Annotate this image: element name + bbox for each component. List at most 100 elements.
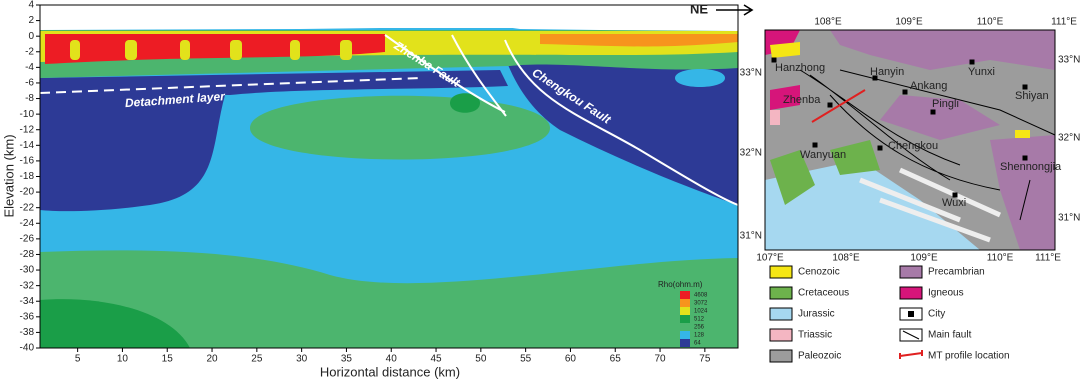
legend-swatch [769,349,793,363]
resistivity-region [340,40,352,60]
y-tick-label: -40 [20,343,35,354]
city-marker [877,145,883,151]
legend-swatch [769,307,793,321]
colorbar-swatch [680,299,690,307]
x-tick-label: 65 [610,354,622,365]
city-marker [902,89,908,95]
mt-profile [811,89,866,123]
resistivity-region [450,93,480,113]
legend-label: Paleozoic [798,351,841,362]
resistivity-region [40,82,225,212]
city-label: Chengkou [888,140,938,152]
geology-region [770,85,800,110]
x-tick-label: 75 [699,354,711,365]
fault-line [504,39,739,206]
geology-region [830,140,880,175]
x-tick-label: 25 [251,354,263,365]
colorbar-label: Rho(ohm.m) [658,280,703,289]
city-label: Hanzhong [775,62,825,74]
colorbar-tick-label: 64 [694,341,701,347]
resistivity-region [290,40,300,60]
longitude-label: 111°E [1051,17,1077,28]
legend-swatch [769,328,793,342]
geology-region [880,95,1000,140]
map-panel: 108°E 109°E 110°E 111°E 107°E 108°E 109°E 110°E… [740,17,1080,363]
y-tick-label: 4 [28,0,34,11]
colorbar-tick-label: 128 [694,333,705,339]
legend-swatch [769,265,793,279]
y-tick-label: -14 [20,140,35,151]
city-label: Wuxi [942,197,966,209]
resistivity-region [675,69,725,87]
colorbar-tick-label: 4608 [694,293,708,299]
legend-label: Main fault [928,330,972,341]
y-tick-label: -6 [25,78,34,89]
x-tick-label: 40 [386,354,398,365]
city-marker [930,109,936,115]
city-label: Zhenba [783,94,821,106]
y-tick-label: -26 [20,234,35,245]
y-tick-label: -32 [20,280,35,291]
geology-region [830,30,1055,70]
longitude-label: 108°E [814,17,842,28]
colorbar-swatch [680,291,690,299]
white-streaks [859,167,1002,243]
resistivity-region [540,34,738,47]
colorbar-swatch [680,307,690,315]
x-tick-label: 60 [565,354,577,365]
city-label: Shiyan [1015,90,1049,102]
colorbar-tick-label: 1024 [694,309,708,315]
colorbar-tick-label: 256 [694,325,705,331]
legend-label: Triassic [798,330,832,341]
latitude-label: 33°N [740,68,762,79]
colorbar-swatch [680,315,690,323]
legend-label: Precambrian [928,267,985,278]
y-tick-label: -38 [20,327,35,338]
legend-label: MT profile location [928,351,1010,362]
y-axis-label: Elevation (km) [1,134,16,217]
latitude-label: 33°N [1058,55,1080,66]
y-tick-label: -22 [20,202,35,213]
y-tick-label: -24 [20,218,35,229]
geology-region [770,110,780,125]
y-tick-label: 2 [28,15,34,26]
x-tick-label: 55 [520,354,532,365]
y-tick-label: -36 [20,311,35,322]
colorbar-swatch [680,323,690,331]
city-marker [1022,155,1028,161]
y-tick-label: -30 [20,265,35,276]
x-tick-label: 45 [430,354,442,365]
x-tick-label: 30 [296,354,308,365]
geology-region [1015,130,1030,138]
direction-arrow [716,4,754,16]
y-tick-label: -34 [20,296,35,307]
legend-swatch [899,350,923,359]
geology-region [770,150,815,205]
latitude-label: 31°N [1058,213,1080,224]
legend-label: Igneous [928,288,964,299]
x-tick-label: 20 [206,354,218,365]
resistivity-region [40,250,738,348]
city-marker [872,75,878,81]
city-marker [952,192,958,198]
city-label: Wanyuan [800,149,846,161]
legend-label: City [928,309,945,320]
city-label: Pingli [932,98,959,110]
city-marker [827,102,833,108]
y-tick-label: -2 [25,46,34,57]
longitude-label: 109°E [910,253,938,264]
latitude-label: 32°N [1058,133,1080,144]
resistivity-region [180,40,190,60]
city-label: Hanyin [870,66,904,78]
city-marker [771,57,777,63]
longitude-label: 110°E [977,17,1004,28]
geology-region [990,135,1055,250]
legend-label: Jurassic [798,309,835,320]
y-tick-label: 0 [28,31,34,42]
colorbar-swatch [680,331,690,339]
y-tick-label: -8 [25,93,34,104]
y-tick-label: -28 [20,249,35,260]
city-marker [812,142,818,148]
